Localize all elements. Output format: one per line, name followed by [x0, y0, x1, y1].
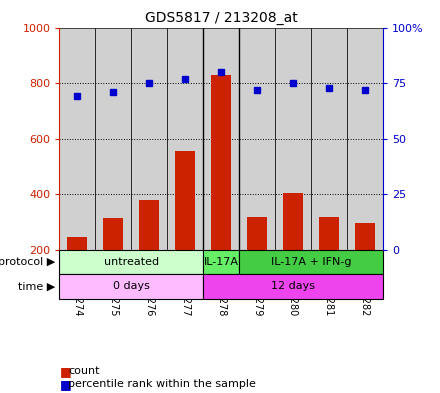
Bar — [211, 75, 231, 250]
Bar — [311, 28, 347, 250]
Bar — [203, 250, 239, 274]
Text: protocol ▶: protocol ▶ — [0, 257, 55, 267]
Text: IL-17A + IFN-g: IL-17A + IFN-g — [271, 257, 351, 267]
Bar — [283, 193, 303, 250]
Bar — [131, 28, 167, 250]
Bar — [67, 237, 87, 250]
Text: 12 days: 12 days — [271, 281, 315, 292]
Bar — [59, 28, 95, 250]
Bar — [275, 28, 311, 250]
Text: untreated: untreated — [104, 257, 159, 267]
Text: count: count — [68, 366, 100, 376]
Text: ■: ■ — [59, 365, 71, 378]
Bar — [59, 274, 203, 299]
Bar — [319, 217, 339, 250]
Bar — [167, 28, 203, 250]
Bar — [203, 274, 383, 299]
Bar — [239, 250, 383, 274]
Title: GDS5817 / 213208_at: GDS5817 / 213208_at — [145, 11, 297, 25]
Bar — [103, 218, 123, 250]
Text: 0 days: 0 days — [113, 281, 150, 292]
Bar — [203, 28, 239, 250]
Text: IL-17A: IL-17A — [204, 257, 238, 267]
Bar — [239, 28, 275, 250]
Text: percentile rank within the sample: percentile rank within the sample — [68, 379, 256, 389]
Text: time ▶: time ▶ — [18, 281, 55, 292]
Bar — [355, 222, 375, 250]
Bar — [175, 151, 195, 250]
Bar — [95, 28, 131, 250]
Bar — [139, 200, 159, 250]
Bar — [59, 250, 203, 274]
Bar — [247, 217, 267, 250]
Bar — [347, 28, 383, 250]
Text: ■: ■ — [59, 378, 71, 391]
